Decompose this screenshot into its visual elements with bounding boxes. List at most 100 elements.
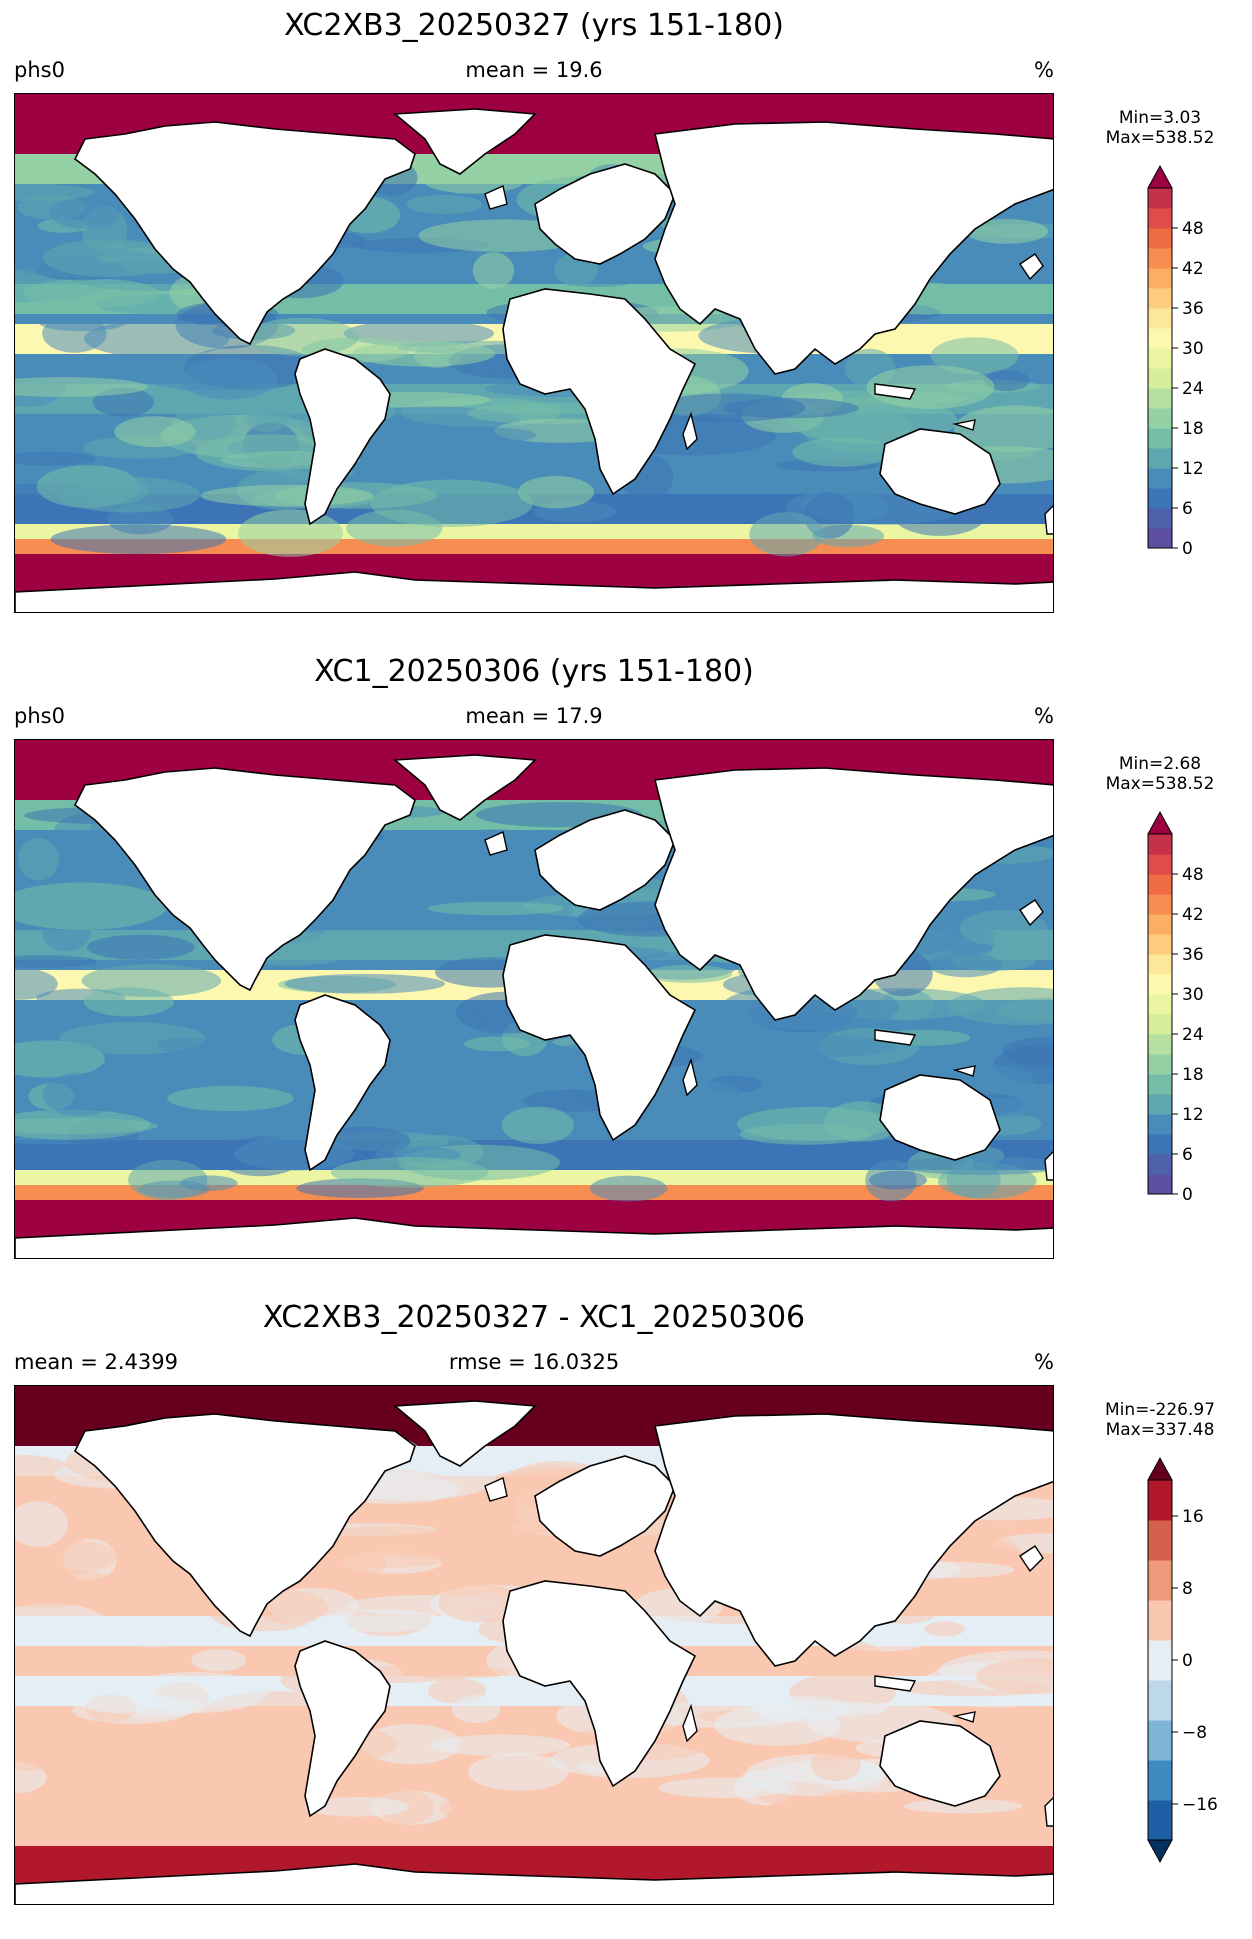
north-america-land: [73, 1413, 416, 1638]
colorbar-extend-min: [1147, 1839, 1173, 1864]
panel-title: XC1_20250306 (yrs 151-180): [314, 654, 754, 689]
units-label: %: [1034, 58, 1054, 82]
colorbar-tick-label: 24: [1182, 1025, 1204, 1045]
mean-label: mean = 17.9: [465, 704, 603, 728]
madagascar-island: [682, 411, 698, 451]
field-blob: [468, 1753, 569, 1791]
colorbar-tick-label: 24: [1182, 379, 1204, 399]
field-blob: [243, 393, 291, 432]
colorbar-swatch: [1148, 268, 1172, 289]
field-blob: [50, 524, 227, 554]
world-map: [14, 93, 1054, 613]
field-blob: [924, 1621, 965, 1637]
asia-land: [654, 1413, 1053, 1667]
indonesia-island: [874, 1029, 917, 1046]
field-blob: [330, 1157, 489, 1188]
field-blob: [304, 1797, 410, 1817]
colorbar-extend-max: [1147, 1456, 1173, 1481]
field-blob: [15, 1454, 79, 1498]
field-blob: [517, 476, 595, 509]
map-panel-1: XC2XB3_20250327 (yrs 151-180) phs0 mean …: [0, 0, 1252, 640]
uk-island: [484, 831, 508, 856]
field-blob: [128, 1159, 208, 1201]
field-blob: [15, 955, 98, 968]
colorbar-swatch: [1148, 388, 1172, 409]
colorbar-tick-label: 42: [1182, 259, 1204, 279]
japan-island: [1019, 1545, 1044, 1573]
colorbar-tick-label: 0: [1182, 539, 1193, 559]
south-america-land: [294, 1640, 391, 1818]
colorbar: 0 6 12 18 24 30 36 42 48: [1147, 164, 1204, 559]
colorbar-tick-label: 0: [1182, 1185, 1193, 1205]
colorbar-swatch: [1148, 914, 1172, 935]
uk-island: [484, 1477, 508, 1502]
field-blob: [180, 358, 278, 400]
japan-island: [1019, 253, 1044, 281]
colorbar-swatch: [1148, 288, 1172, 309]
variable-label: phs0: [14, 704, 65, 728]
field-blob: [406, 195, 483, 214]
colorbar-swatch: [1148, 468, 1172, 489]
madagascar-island: [682, 1703, 698, 1743]
colorbar-swatch: [1148, 874, 1172, 895]
frontal-band: [15, 1831, 1053, 1846]
min-max-readout: Min=-226.97 Max=337.48: [1080, 1400, 1240, 1440]
field-blob: [602, 1815, 672, 1841]
colorbar-tick-label: 48: [1182, 219, 1204, 239]
colorbar-tick-label: 42: [1182, 905, 1204, 925]
field-blob: [646, 964, 733, 983]
colorbar-swatch: [1148, 1520, 1172, 1561]
europe-land: [534, 809, 676, 911]
field-blob: [244, 317, 359, 356]
min-max-readout: Min=2.68 Max=538.52: [1080, 754, 1240, 794]
colorbar-tick-label: 30: [1182, 339, 1204, 359]
antarctica-land: [15, 1217, 1053, 1258]
colorbar-tick-label: 18: [1182, 419, 1204, 439]
field-blob: [180, 1175, 238, 1191]
south-america-land: [294, 994, 391, 1172]
mean-label: mean = 19.6: [465, 58, 603, 82]
min-max-readout: Min=3.03 Max=538.52: [1080, 108, 1240, 148]
uk-island: [484, 185, 508, 210]
antarctica-land: [15, 1863, 1053, 1904]
field-blob: [352, 341, 496, 367]
colorbar: −16 −8 0 8 16: [1147, 1456, 1218, 1864]
africa-land: [502, 1580, 697, 1788]
colorbar-swatch: [1148, 1034, 1172, 1055]
colorbar-swatch: [1148, 994, 1172, 1015]
colorbar-tick-label: 12: [1182, 1105, 1204, 1125]
field-blob: [156, 1037, 217, 1054]
new-guinea-island: [952, 1065, 976, 1077]
australia-land: [879, 428, 1001, 515]
field-blob: [589, 1175, 668, 1202]
north-america-land: [73, 121, 416, 346]
field-blob: [929, 953, 1003, 978]
field-blob: [658, 1777, 790, 1798]
field-blob: [975, 1658, 1053, 1694]
colorbar-swatch: [1148, 1014, 1172, 1035]
colorbar-swatch: [1148, 894, 1172, 915]
field-blob: [344, 1544, 386, 1579]
field-blob: [406, 1666, 511, 1679]
field-blob: [524, 1796, 590, 1818]
rmse-label: rmse = 16.0325: [448, 1350, 620, 1374]
colorbar-swatch: [1148, 408, 1172, 429]
new-guinea-island: [952, 419, 976, 431]
colorbar-frame: [1147, 187, 1173, 549]
field-blob: [316, 1609, 445, 1632]
field-blob: [186, 1115, 269, 1141]
colorbar-tick-label: 0: [1182, 1651, 1193, 1671]
min-value: Min=3.03: [1118, 108, 1202, 128]
colorbar-swatch: [1148, 1094, 1172, 1115]
indonesia-island: [874, 1675, 917, 1692]
asia-land: [654, 767, 1053, 1021]
field-blob: [462, 427, 537, 443]
north-america-land: [73, 767, 416, 992]
field-blob: [904, 1798, 1023, 1814]
colorbar-swatch: [1148, 1720, 1172, 1761]
field-blob: [930, 337, 1019, 375]
colorbar-tick-label: 36: [1182, 299, 1204, 319]
field-blob: [163, 1753, 323, 1794]
new-zealand-island: [1044, 1151, 1053, 1181]
antarctica-land: [15, 571, 1053, 612]
